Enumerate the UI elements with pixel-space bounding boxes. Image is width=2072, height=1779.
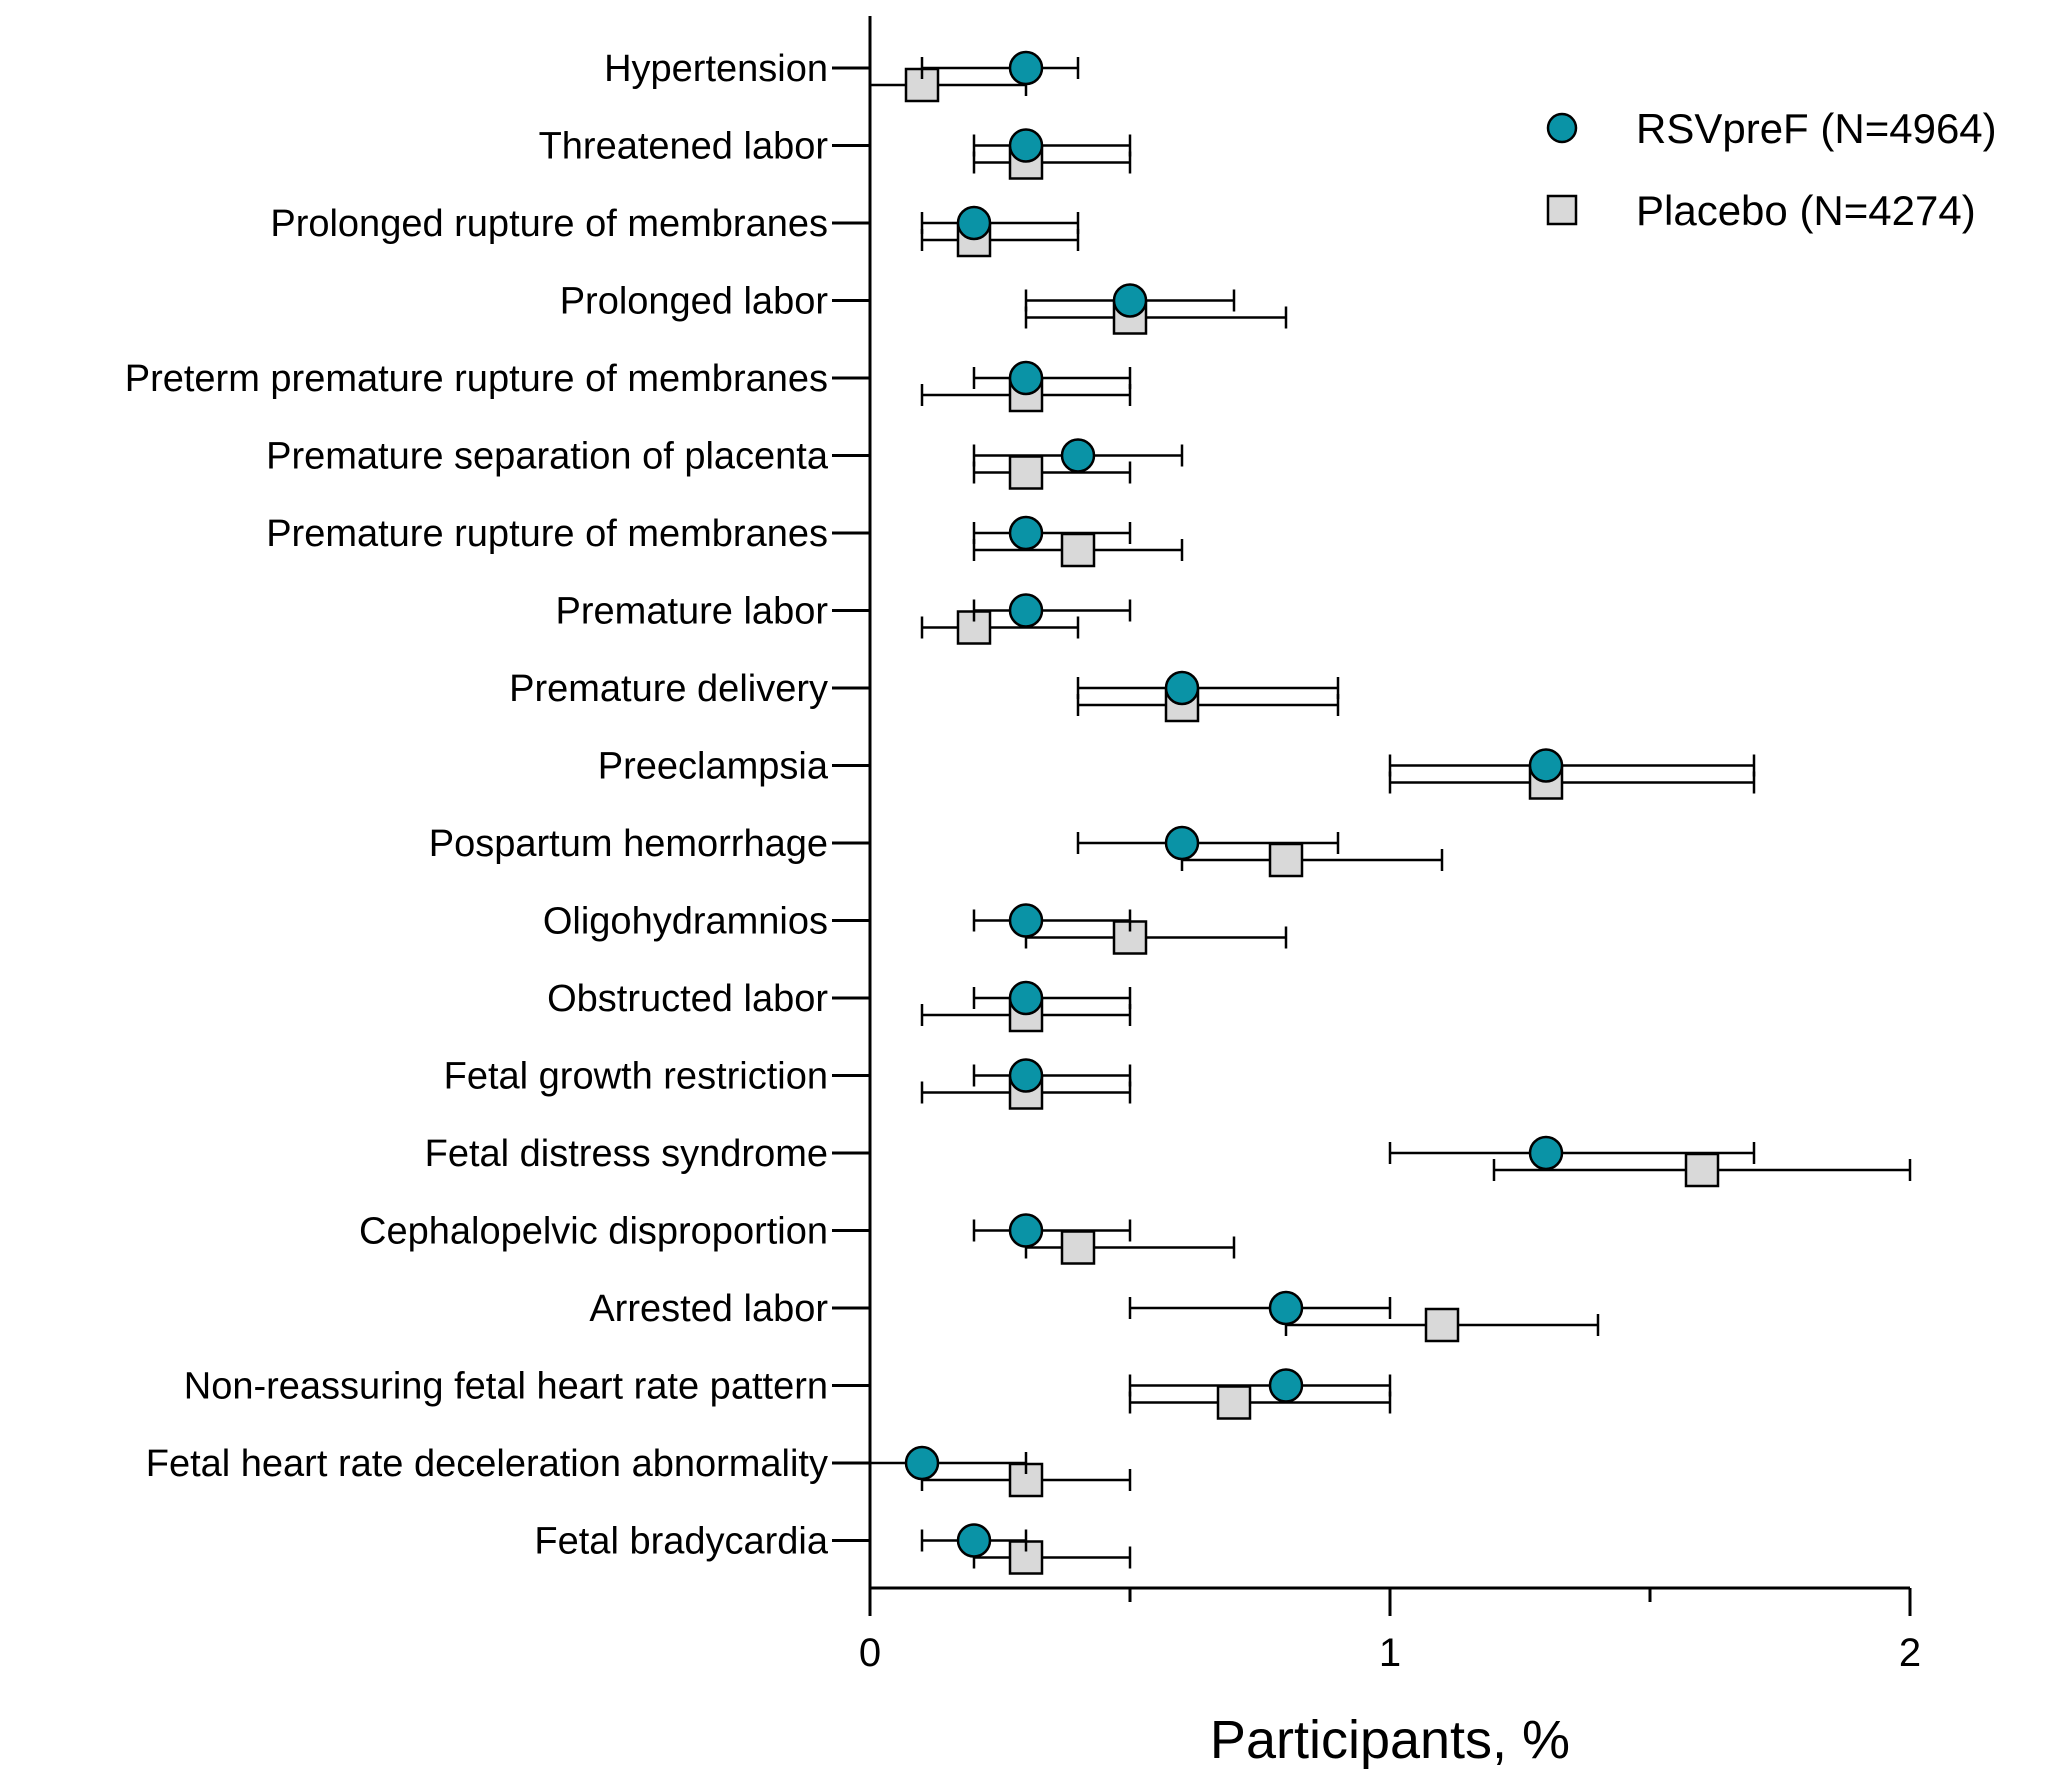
- error-bar: [972, 1064, 1132, 1087]
- data-point-circle: [1164, 825, 1200, 861]
- error-bar: [1128, 1374, 1392, 1397]
- x-tick-label: 2: [1899, 1631, 1921, 1675]
- category-label-obstructed-labor: Obstructed labor: [547, 978, 828, 1020]
- error-bar: [972, 987, 1132, 1009]
- category-label-hypertension: Hypertension: [604, 48, 828, 90]
- error-bar: [868, 1452, 1028, 1474]
- error-bar: [972, 461, 1132, 484]
- data-point-circle: [1268, 1290, 1304, 1326]
- data-point-square: [1216, 1385, 1252, 1420]
- category-labels: Hypertension Threatened labor Prolonged ru…: [125, 48, 870, 1563]
- category-label-oligohydramnios: Oligohydramnios: [543, 901, 828, 943]
- data-point-square: [1424, 1307, 1460, 1343]
- data-point-circle: [1008, 50, 1044, 86]
- error-bar: [972, 522, 1132, 544]
- data-point-circle: [904, 1445, 940, 1481]
- data-point-square: [1008, 1462, 1044, 1498]
- error-bar: [1388, 1142, 1756, 1164]
- error-bar: [1076, 694, 1340, 716]
- data-point-circle: [1164, 670, 1200, 706]
- error-bar: [1128, 1297, 1392, 1319]
- category-label-pospartum-hemorrhage: Pospartum hemorrhage: [429, 823, 828, 865]
- data-point-circle: [1008, 593, 1044, 628]
- data-point-circle: [1112, 283, 1148, 318]
- data-point-circle: [1528, 748, 1564, 783]
- error-bar: [972, 134, 1132, 157]
- x-tick-label: 1: [1379, 1631, 1401, 1675]
- error-bar: [972, 599, 1132, 622]
- legend-marker-square: [1546, 194, 1578, 226]
- category-label-fetal-distress-syndrome: Fetal distress syndrome: [425, 1133, 828, 1175]
- category-label-fetal-heart-rate-deceleration-abnormality: Fetal heart rate deceleration abnormalit…: [146, 1443, 828, 1485]
- data-point-square: [1060, 532, 1096, 568]
- data-point-square: [1268, 842, 1304, 878]
- error-bar: [868, 74, 1028, 96]
- category-label-premature-labor: Premature labor: [556, 591, 829, 633]
- data-point-circle: [1008, 128, 1044, 163]
- legend-label-placebo-n-4274: Placebo (N=4274): [1636, 187, 1976, 234]
- error-bar: [920, 57, 1080, 79]
- error-bar: [972, 1219, 1132, 1242]
- category-label-cephalopelvic-disproportion: Cephalopelvic disproportion: [359, 1211, 828, 1253]
- data-point-square: [1684, 1152, 1720, 1188]
- x-axis-title: Participants, %: [1210, 1710, 1570, 1770]
- legend-label-rsvpref-n-4964: RSVpreF (N=4964): [1636, 105, 1997, 152]
- error-bar: [1024, 306, 1288, 329]
- error-bar: [1076, 832, 1340, 854]
- category-label-prolonged-rupture-of-membranes: Prolonged rupture of membranes: [270, 203, 828, 245]
- error-bar: [920, 616, 1080, 639]
- data-point-circle: [1008, 360, 1044, 396]
- series-rsvpref-n-4964: [868, 50, 1756, 1558]
- category-label-preeclampsia: Preeclampsia: [598, 746, 829, 788]
- data-point-circle: [956, 1523, 992, 1558]
- category-label-arrested-labor: Arrested labor: [589, 1288, 828, 1330]
- error-bar: [920, 229, 1080, 251]
- series-marks: [868, 50, 1912, 1575]
- data-point-circle: [1268, 1368, 1304, 1403]
- category-label-fetal-growth-restriction: Fetal growth restriction: [444, 1056, 828, 1098]
- data-point-circle: [1008, 1058, 1044, 1093]
- error-bar: [972, 367, 1132, 389]
- category-label-threatened-labor: Threatened labor: [539, 126, 829, 168]
- error-bar: [1128, 1391, 1392, 1414]
- category-label-non-reassuring-fetal-heart-rate-pattern: Non-reassuring fetal heart rate pattern: [184, 1366, 828, 1408]
- data-point-circle: [1008, 515, 1044, 551]
- axes: 0 1 2: [859, 16, 1921, 1675]
- error-bar: [1388, 771, 1756, 794]
- category-label-fetal-bradycardia: Fetal bradycardia: [534, 1521, 828, 1563]
- category-label-prolonged-labor: Prolonged labor: [560, 281, 829, 323]
- error-bar: [920, 212, 1080, 234]
- data-point-circle: [1008, 980, 1044, 1016]
- category-label-premature-delivery: Premature delivery: [509, 668, 828, 710]
- x-tick-label: 0: [859, 1631, 881, 1675]
- category-label-premature-rupture-of-membranes: Premature rupture of membranes: [266, 513, 828, 555]
- data-point-circle: [1060, 438, 1096, 473]
- data-point-circle: [956, 205, 992, 241]
- error-bar: [972, 151, 1132, 174]
- error-bar: [972, 909, 1132, 932]
- error-bar: [972, 1546, 1132, 1569]
- data-point-circle: [1008, 903, 1044, 938]
- category-label-premature-separation-of-placenta: Premature separation of placenta: [266, 436, 829, 478]
- error-bar: [1388, 754, 1756, 777]
- data-point-circle: [1528, 1135, 1564, 1171]
- error-bar: [1024, 926, 1288, 949]
- data-point-circle: [1008, 1213, 1044, 1248]
- error-bar: [1180, 849, 1444, 871]
- error-bar: [1076, 677, 1340, 699]
- legend: RSVpreF (N=4964) Placebo (N=4274): [1546, 105, 1997, 234]
- data-point-square: [1008, 455, 1044, 490]
- category-label-preterm-premature-rupture-of-membranes: Preterm premature rupture of membranes: [125, 358, 828, 400]
- data-point-square: [1060, 1230, 1096, 1265]
- legend-marker-circle: [1546, 112, 1578, 144]
